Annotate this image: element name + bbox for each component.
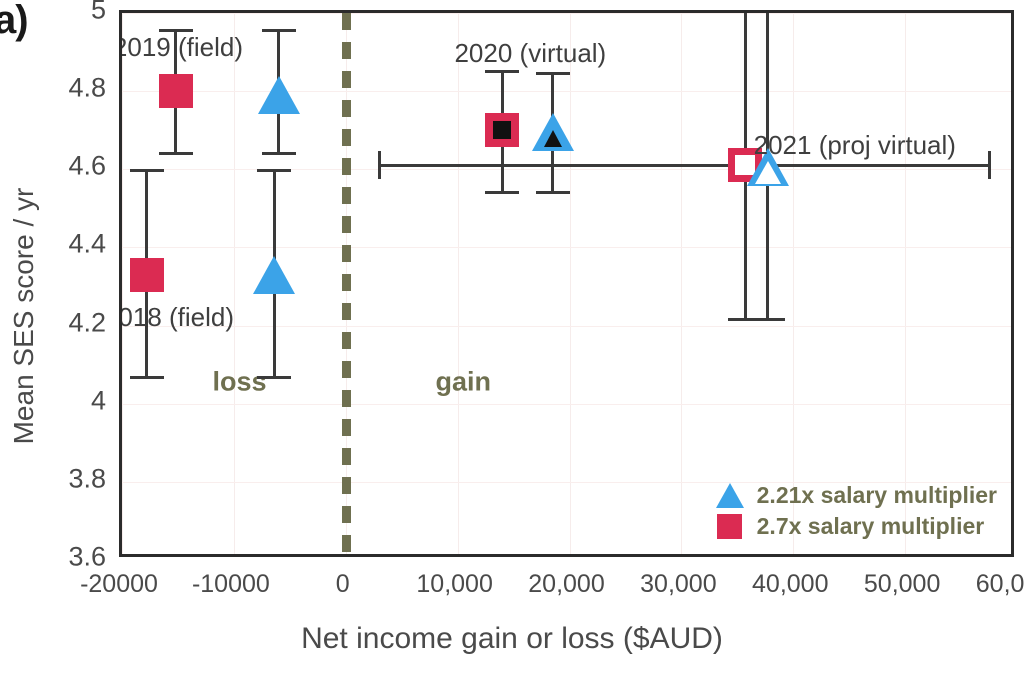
- y-tick-label: 4.4: [68, 228, 106, 259]
- legend: 2.21x salary multiplier 2.7x salary multi…: [715, 482, 997, 544]
- zero-reference-line: [341, 13, 351, 554]
- marker-triangle: [257, 76, 300, 115]
- gridline-vertical: [793, 13, 795, 554]
- error-bar-cap: [987, 151, 991, 180]
- gridline-vertical: [233, 13, 235, 554]
- error-bar-cap: [485, 69, 520, 73]
- y-tick-label: 4: [90, 385, 106, 416]
- legend-swatch: [715, 483, 744, 508]
- error-bar-cap: [728, 317, 763, 321]
- marker-triangle: [746, 148, 789, 187]
- panel-label: a): [0, 0, 29, 42]
- legend-item: 2.7x salary multiplier: [716, 513, 997, 540]
- gridline-horizontal: [122, 325, 1011, 327]
- gridline-horizontal: [122, 169, 1011, 171]
- x-tick-label: 60,000: [975, 570, 1024, 598]
- x-tick-label: -20000: [80, 570, 158, 598]
- gridline-horizontal: [122, 247, 1011, 249]
- y-tick-label: 4.6: [68, 150, 106, 181]
- series-annotation: 2018 (field): [122, 301, 235, 332]
- error-bar-horizontal: [379, 163, 990, 167]
- y-tick-label: 4.2: [68, 307, 106, 338]
- gridline-horizontal: [122, 403, 1011, 405]
- legend-label: 2.21x salary multiplier: [756, 482, 997, 508]
- error-bar-cap: [129, 376, 164, 380]
- y-tick-label: 5: [90, 0, 106, 25]
- x-tick-label: -10000: [191, 570, 270, 598]
- gridline-vertical: [122, 13, 123, 554]
- series-annotation: 2021 (proj virtual): [753, 129, 956, 160]
- marker-square: [485, 113, 520, 148]
- marker-core: [493, 121, 512, 140]
- legend-label: 2.7x salary multiplier: [756, 513, 985, 539]
- error-bar-cap: [377, 151, 381, 180]
- y-tick-label: 3.8: [68, 463, 106, 494]
- triangle-icon: [715, 483, 744, 508]
- error-bar-cap: [535, 190, 570, 194]
- error-bar-cap: [535, 71, 570, 75]
- y-axis-title: Mean SES score / yr: [8, 187, 39, 445]
- error-bar-cap: [158, 28, 193, 32]
- gridline-vertical: [905, 13, 907, 554]
- x-tick-label: 30,000: [640, 570, 717, 598]
- marker-core: [754, 161, 781, 185]
- gridline-vertical: [569, 13, 571, 554]
- error-bar-cap: [261, 28, 296, 32]
- plot-inner: loss gain 2019 (field) 2018 (field) 2020 (v…: [122, 13, 1011, 554]
- x-tick-label: 40,000: [752, 570, 829, 598]
- error-bar-cap: [485, 190, 520, 194]
- plot-area: loss gain 2019 (field) 2018 (field) 2020 (v…: [119, 10, 1014, 557]
- gridline-horizontal: [122, 13, 1011, 14]
- error-bar-cap: [261, 151, 296, 155]
- x-tick-label: 20,000: [528, 570, 605, 598]
- marker-triangle: [531, 113, 574, 152]
- region-label-gain: gain: [435, 366, 491, 397]
- marker-core: [543, 130, 562, 148]
- gridline-vertical: [457, 13, 459, 554]
- error-bar-cap: [158, 151, 193, 155]
- x-tick-label: 10,000: [416, 570, 493, 598]
- series-annotation: 2019 (field): [122, 32, 243, 63]
- x-tick-label: 0: [335, 570, 350, 598]
- square-icon: [717, 514, 743, 539]
- marker-triangle: [253, 255, 296, 294]
- x-tick-label: 50,000: [863, 570, 941, 598]
- error-bar-cap: [129, 169, 164, 173]
- error-bar-cap: [257, 376, 292, 380]
- legend-item: 2.21x salary multiplier: [715, 482, 997, 509]
- legend-swatch: [716, 514, 744, 539]
- series-annotation: 2020 (virtual): [454, 37, 607, 68]
- gridline-vertical: [681, 13, 683, 554]
- y-tick-label: 4.8: [68, 72, 106, 103]
- marker-square: [129, 257, 164, 292]
- marker-square: [158, 74, 193, 109]
- error-bar-cap: [257, 169, 292, 173]
- y-tick-label: 3.6: [68, 541, 106, 572]
- x-axis-title: Net income gain or loss ($AUD): [301, 622, 723, 655]
- gridline-horizontal: [122, 481, 1011, 483]
- error-bar-cap: [750, 317, 785, 321]
- gridline-horizontal: [122, 91, 1011, 93]
- region-label-loss: loss: [212, 366, 267, 397]
